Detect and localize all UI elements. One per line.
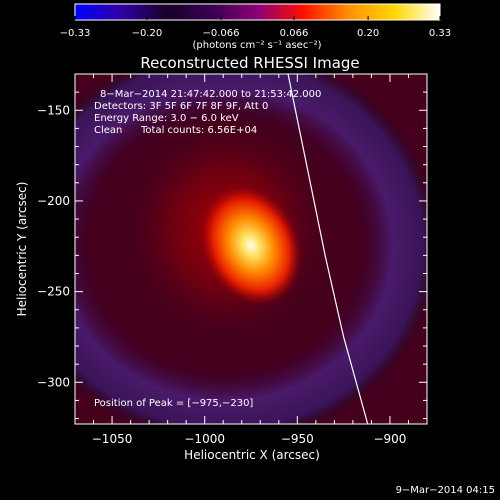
emission-core [200,185,302,306]
colorbar-units: (photons cm⁻² s⁻¹ asec⁻²) [192,40,321,51]
annotation-peak-position: Position of Peak = [−975,−230] [94,398,253,409]
y-tick-label: −300 [37,375,70,389]
annotation-detectors: Detectors: 3F 5F 6F 7F 8F 9F, Att 0 [94,101,268,112]
x-axis-ticks: −1050 −1000 −950 −900 [92,74,428,446]
x-tick-label: −1050 [92,432,133,446]
x-tick-label: −950 [281,432,314,446]
colorbar: −0.33 −0.20 −0.066 0.066 0.20 0.33 (photons c… [60,3,451,51]
colorbar-tick-label: −0.066 [202,28,239,39]
x-axis-label: Heliocentric X (arcsec) [184,448,320,462]
colorbar-tick-label: 0.33 [429,28,451,39]
colorbar-gradient [74,3,441,21]
y-axis-label: Heliocentric Y (arcsec) [15,182,29,317]
plot-frame [74,73,428,425]
x-tick-label: −1000 [184,432,225,446]
annotation-energy-range: Energy Range: 3.0 − 6.0 keV [94,113,239,124]
y-tick-label: −250 [37,285,70,299]
annotation-total-counts: Total counts: 6.56E+04 [140,125,257,136]
annotations: 8−Mar−2014 21:47:42.000 to 21:53:42.000 … [94,89,321,409]
y-tick-label: −150 [37,103,70,117]
footer-date: 9−Mar−2014 04:15 [396,485,495,496]
annotation-clean: Clean [94,125,122,136]
colorbar-tick-label: 0.066 [280,28,309,39]
y-tick-label: −200 [37,194,70,208]
colorbar-ticks: −0.33 −0.20 −0.066 0.066 0.20 0.33 [60,16,451,39]
y-axis-ticks: −150 −200 −250 −300 [37,73,427,420]
plot-area: 8−Mar−2014 21:47:42.000 to 21:53:42.000 … [37,73,428,446]
colorbar-tick-label: −0.20 [132,28,163,39]
chart-title: Reconstructed RHESSI Image [140,54,359,72]
colorbar-tick-label: 0.20 [357,28,379,39]
x-tick-label: −900 [373,432,406,446]
colorbar-tick-label: −0.33 [60,28,91,39]
annotation-time-range: 8−Mar−2014 21:47:42.000 to 21:53:42.000 [100,89,321,100]
solar-limb-line [287,74,369,424]
